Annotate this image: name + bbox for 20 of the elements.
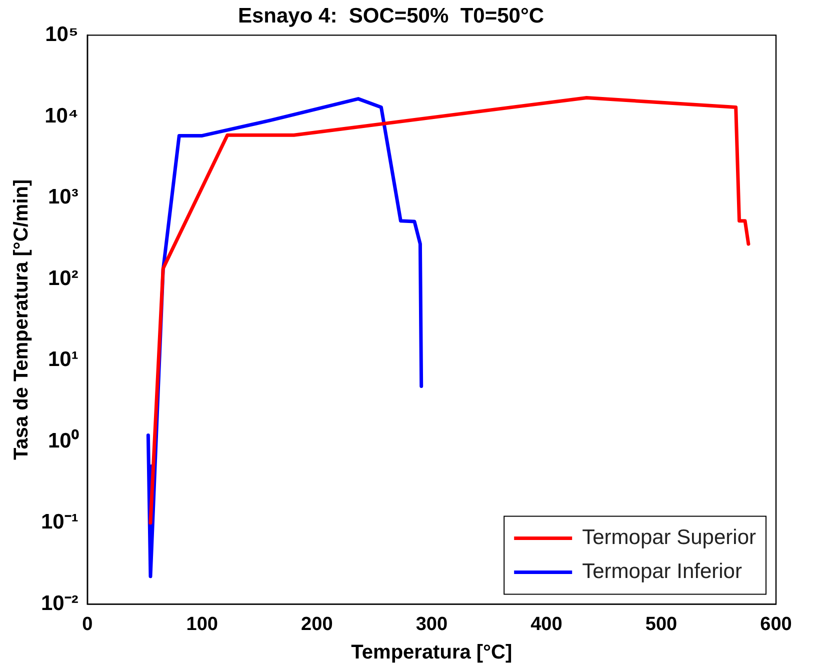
x-tick-label: 0 [82, 614, 93, 635]
y-tick-label: 10¹ [48, 348, 78, 372]
x-tick-label: 300 [416, 614, 448, 635]
legend-label: Termopar Superior [582, 526, 756, 549]
y-tick-label: 10⁴ [44, 104, 78, 128]
y-tick-label: 10⁰ [48, 428, 80, 452]
legend-label: Termopar Inferior [582, 560, 742, 583]
y-tick-label: 10⁻² [40, 592, 78, 615]
y-axis-title: Tasa de Temperatura [°C/min] [10, 179, 33, 460]
chart-title: Esnayo 4: SOC=50% T0=50°C [238, 4, 544, 28]
x-axis-title: Temperatura [°C] [351, 642, 512, 664]
y-tick-label: 10⁵ [45, 22, 78, 46]
x-tick-label: 600 [760, 614, 792, 635]
x-tick-label: 400 [530, 614, 562, 635]
y-tick-label: 10³ [48, 186, 78, 209]
y-tick-label: 10⁻¹ [40, 510, 78, 534]
x-tick-label: 100 [186, 614, 218, 635]
x-tick-label: 500 [645, 614, 678, 635]
y-tick-label: 10² [48, 266, 78, 290]
x-tick-label: 200 [301, 614, 333, 635]
